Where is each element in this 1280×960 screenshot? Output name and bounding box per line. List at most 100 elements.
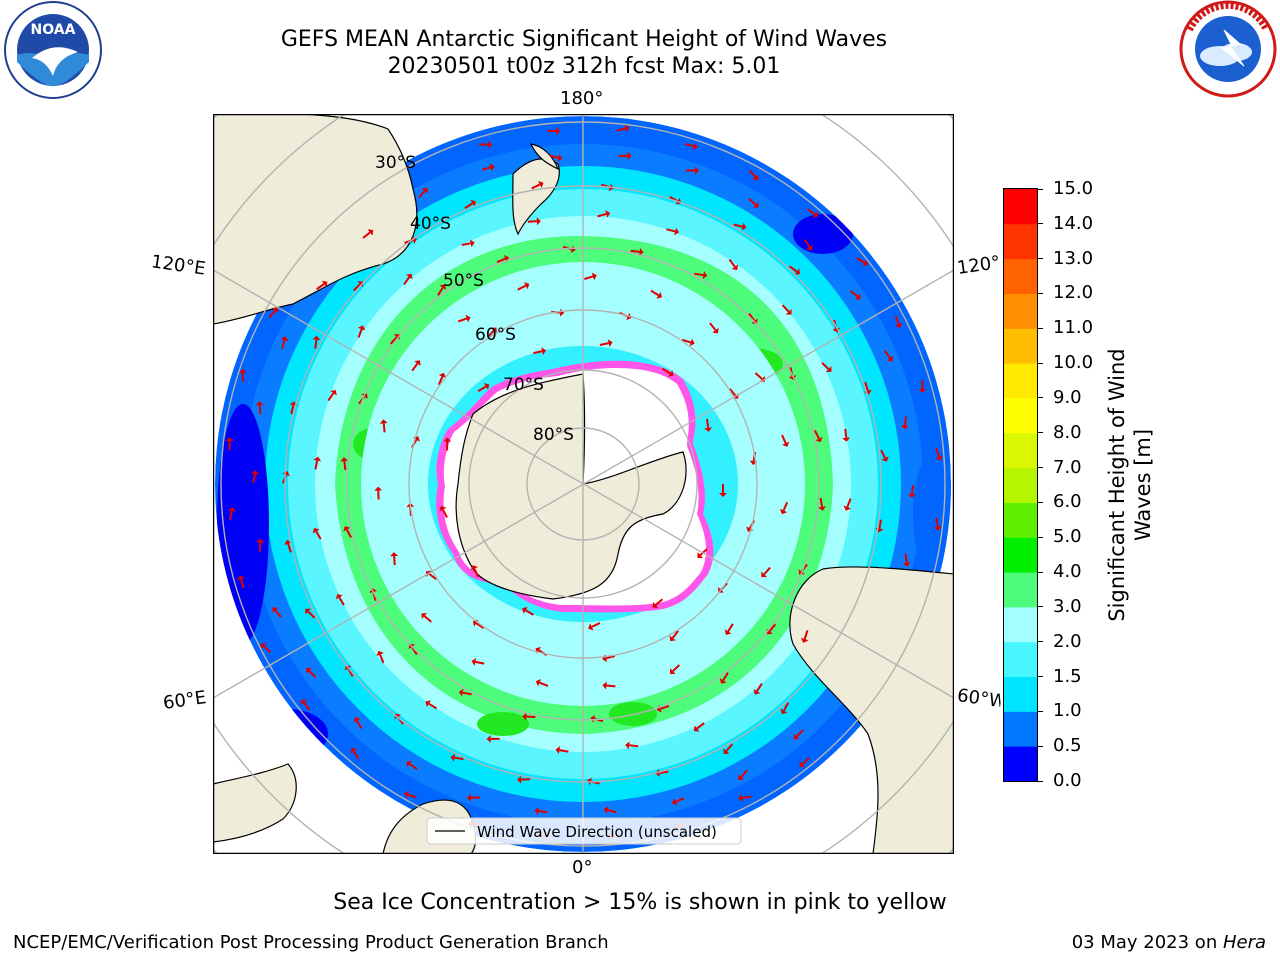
wind-wave-arrow xyxy=(409,763,418,771)
lon-label-60w: 60°W xyxy=(955,685,1003,712)
wind-wave-arrow xyxy=(327,392,335,402)
wind-wave-arrowhead xyxy=(557,153,563,162)
wind-wave-arrow xyxy=(315,530,322,540)
wind-wave-arrow xyxy=(768,623,777,632)
wind-wave-arrowhead xyxy=(350,747,358,754)
wind-wave-arrowhead xyxy=(806,244,813,251)
wind-wave-arrow xyxy=(684,143,695,148)
wind-wave-arrowhead xyxy=(421,187,428,194)
colorbar xyxy=(1003,188,1038,782)
wind-wave-arrow xyxy=(591,622,601,628)
colorbar-tick-mark xyxy=(1037,571,1043,573)
wind-wave-arrow xyxy=(681,338,692,344)
colorbar-tick-label: 12.0 xyxy=(1053,282,1094,304)
wind-wave-arrow xyxy=(418,190,426,199)
graticule xyxy=(213,114,954,854)
wind-wave-arrowhead xyxy=(335,593,343,600)
wind-wave-arrowhead xyxy=(697,552,704,559)
colorbar-segment xyxy=(1004,189,1037,225)
colorbar-tick-mark xyxy=(1037,258,1043,260)
wind-wave-arrow xyxy=(496,257,506,263)
wind-wave-arrow xyxy=(389,336,398,345)
wind-wave-arrow xyxy=(487,329,495,338)
wind-wave-arrow xyxy=(352,750,360,760)
colorbar-tick-mark xyxy=(1037,188,1043,190)
wind-wave-arrowhead xyxy=(724,629,732,635)
wind-wave-arrow xyxy=(844,428,848,438)
wind-wave-arrowhead xyxy=(369,588,378,594)
wind-wave-arrowhead xyxy=(556,126,561,135)
wind-wave-arrowhead xyxy=(251,470,259,476)
lon-label-60e: 60°E xyxy=(161,687,208,714)
wind-wave-arrowhead xyxy=(731,264,739,270)
wind-wave-arrowhead xyxy=(555,746,561,755)
wind-wave-arrow xyxy=(481,166,492,171)
svg-text:NOAA: NOAA xyxy=(31,22,76,38)
wind-wave-arrow xyxy=(228,510,233,520)
wind-wave-arrow xyxy=(338,596,345,606)
wind-wave-arrowhead xyxy=(522,606,528,614)
wind-wave-arrow xyxy=(740,769,748,778)
wind-wave-arrow xyxy=(274,609,282,618)
wind-wave-arrowhead xyxy=(862,259,868,267)
wind-wave-arrowhead xyxy=(602,654,608,663)
wind-wave-arrow xyxy=(517,284,527,291)
wind-wave-arrow xyxy=(526,715,536,719)
wind-wave-arrow xyxy=(616,127,626,132)
colorbar-segment xyxy=(1004,363,1037,399)
colorbar-tick-label: 2.0 xyxy=(1053,630,1082,652)
wind-wave-arrowhead xyxy=(284,540,292,546)
wind-wave-arrowhead xyxy=(788,375,797,380)
wind-wave-arrow xyxy=(437,287,444,296)
colorbar-tick-label: 0.0 xyxy=(1053,770,1082,791)
colorbar-tick-label: 6.0 xyxy=(1053,491,1082,513)
wind-wave-arrow xyxy=(290,405,295,415)
lat-label-50s: 50°S xyxy=(443,271,484,291)
wind-wave-arrow xyxy=(699,548,708,556)
wind-wave-arrowhead xyxy=(300,699,308,705)
wind-wave-arrowhead xyxy=(353,717,361,723)
wind-wave-arrowhead xyxy=(761,571,768,578)
wind-wave-arrow xyxy=(782,501,789,511)
wind-wave-arrow xyxy=(671,630,680,639)
wind-wave-arrow xyxy=(441,509,448,518)
wind-wave-arrow xyxy=(316,283,325,290)
colorbar-tick-mark xyxy=(1037,676,1043,678)
wind-wave-arrow xyxy=(464,202,474,210)
wind-wave-arrowhead xyxy=(607,339,613,348)
colorbar-tick-label: 0.5 xyxy=(1053,735,1082,757)
wind-wave-arrow xyxy=(407,793,417,799)
wind-wave-arrow xyxy=(803,630,809,640)
colorbar-tick-mark xyxy=(1037,292,1043,294)
footer-branch: NCEP/EMC/Verification Post Processing Pr… xyxy=(13,932,609,953)
wind-wave-arrowhead xyxy=(439,506,447,512)
wind-wave-arrowhead xyxy=(782,441,790,447)
wind-wave-arrow xyxy=(345,529,352,538)
wind-wave-arrow xyxy=(878,519,882,529)
wind-wave-arrow xyxy=(803,238,811,248)
colorbar-segment xyxy=(1004,467,1037,503)
wind-wave-arrow xyxy=(475,660,485,665)
wind-wave-arrowhead xyxy=(470,199,476,207)
wind-wave-arrow xyxy=(533,350,543,355)
wind-wave-arrow xyxy=(539,681,549,687)
wind-wave-arrowhead xyxy=(815,436,823,443)
wind-wave-arrow xyxy=(660,704,670,710)
wind-wave-arrow xyxy=(748,198,757,206)
colorbar-tick-mark xyxy=(1037,745,1043,747)
wind-wave-arrowhead xyxy=(340,457,349,462)
wind-wave-arrowhead xyxy=(843,505,852,511)
wind-wave-arrow xyxy=(754,372,763,380)
wind-wave-arrowhead xyxy=(404,790,410,799)
wind-wave-arrow xyxy=(884,350,891,359)
wind-wave-arrowhead xyxy=(534,807,539,815)
plot-title: GEFS MEAN Antarctic Significant Height o… xyxy=(280,27,888,52)
wind-wave-arrowhead xyxy=(855,293,861,300)
wind-wave-arrow xyxy=(606,684,616,688)
wind-wave-arrowhead xyxy=(886,355,894,362)
wind-wave-arrowhead xyxy=(390,552,399,557)
wind-wave-arrowhead xyxy=(450,753,456,762)
wind-wave-arrow xyxy=(654,598,664,606)
wind-wave-arrowhead xyxy=(255,401,264,406)
wind-wave-arrow xyxy=(935,447,940,458)
